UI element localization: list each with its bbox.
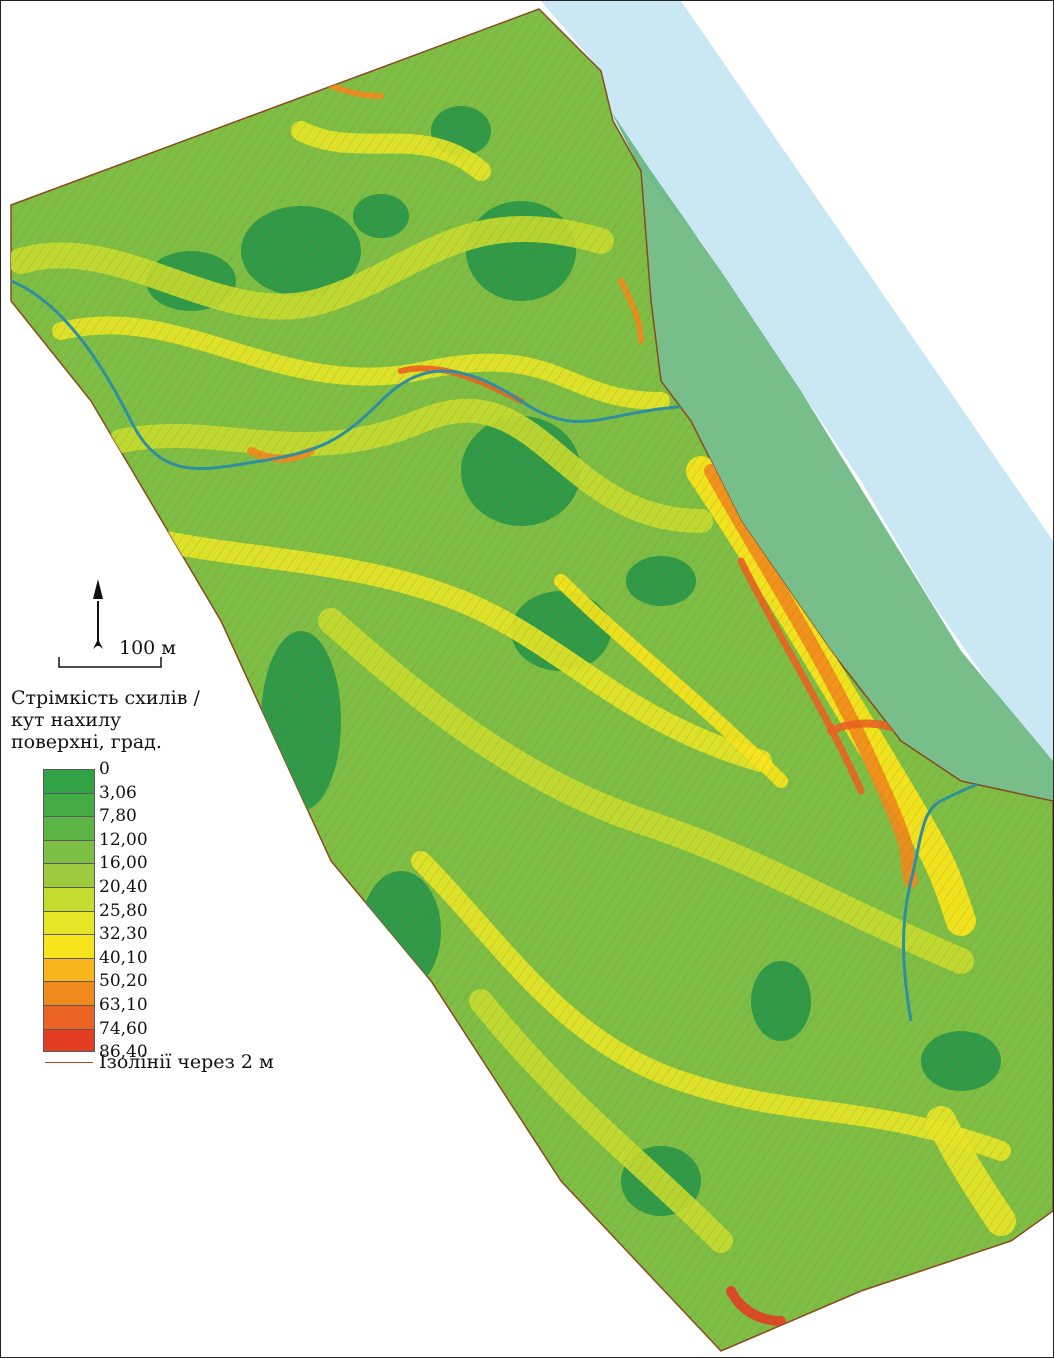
legend-swatch (43, 863, 95, 887)
contour-line-sample (45, 1061, 93, 1063)
legend-swatch (43, 981, 95, 1005)
contour-legend: Ізолінії через 2 м (45, 1051, 274, 1073)
legend-swatch (43, 816, 95, 840)
north-arrow-icon (93, 579, 103, 649)
legend-swatch (43, 957, 95, 982)
legend-title-line: Стрімкість схилів / (11, 687, 200, 709)
legend-swatch (43, 792, 95, 817)
legend-swatch (43, 886, 95, 911)
legend-swatch (43, 839, 95, 864)
legend-swatch (43, 910, 95, 935)
contour-legend-label: Ізолінії через 2 м (99, 1051, 274, 1073)
scale-bar (58, 657, 162, 668)
legend-swatch (43, 1004, 95, 1029)
legend-title-line: поверхні, град. (11, 731, 162, 753)
stream-line (11, 279, 692, 471)
river-water (541, 1, 1053, 761)
legend-swatch (43, 934, 95, 958)
flood-plain (611, 111, 1053, 801)
legend-swatch (43, 1028, 95, 1053)
scale-bar-label: 100 м (119, 637, 177, 659)
legend-title: Стрімкість схилів / кут нахилу поверхні,… (11, 687, 200, 753)
legend-color-scale (43, 769, 95, 1053)
legend-swatch (43, 769, 95, 793)
contour-lines (11, 9, 1053, 1351)
legend-title-line: кут нахилу (11, 709, 122, 731)
